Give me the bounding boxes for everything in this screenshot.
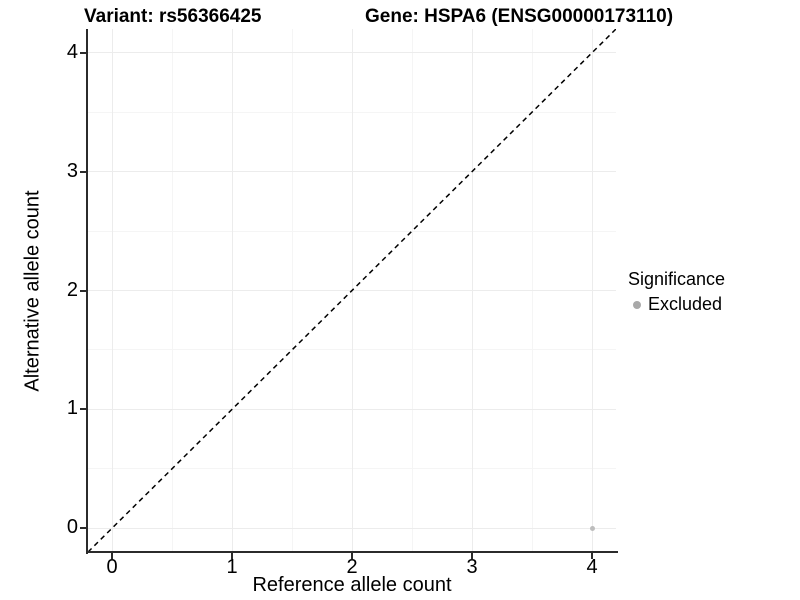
- x-tick-label: 0: [106, 556, 118, 578]
- identity-dashed-line: [88, 29, 616, 552]
- x-axis-line: [86, 551, 618, 553]
- y-tick-mark: [80, 289, 86, 292]
- legend: Significance Excluded: [628, 269, 725, 315]
- y-grid-major: [88, 527, 616, 529]
- legend-title: Significance: [628, 269, 726, 289]
- y-tick-mark: [80, 527, 86, 530]
- plot-panel: [88, 29, 616, 552]
- plot-title-variant: Variant: rs56366425: [84, 6, 262, 27]
- plot-title-gene: Gene: HSPA6 (ENSG00000173110): [365, 6, 674, 27]
- legend-marker-icon: [633, 300, 641, 309]
- legend-item-label: Excluded: [648, 294, 723, 314]
- x-tick-label: 1: [226, 556, 238, 578]
- y-tick-mark: [80, 170, 86, 173]
- y-axis-line: [86, 29, 88, 554]
- x-tick-mark: [471, 553, 473, 559]
- y-tick-label: 2: [66, 278, 78, 301]
- y-axis-title: Alternative allele count: [21, 190, 44, 392]
- x-tick-label: 4: [586, 556, 598, 578]
- y-grid-major: [88, 52, 616, 54]
- y-grid-major: [88, 171, 616, 173]
- x-tick-label: 3: [466, 556, 478, 578]
- y-tick-mark: [80, 408, 86, 411]
- data-point: [589, 525, 595, 531]
- y-tick-label: 1: [66, 397, 78, 420]
- y-tick-mark: [80, 51, 86, 54]
- identity-line-layer: [88, 29, 616, 552]
- x-tick-mark: [351, 553, 353, 559]
- legend-item: Excluded: [628, 294, 725, 315]
- y-tick-label: 4: [66, 40, 78, 63]
- x-tick-mark: [111, 553, 113, 559]
- y-tick-label: 3: [66, 159, 78, 182]
- x-tick-mark: [231, 553, 233, 559]
- x-axis-title: Reference allele count: [252, 574, 452, 596]
- x-tick-label: 2: [346, 556, 358, 578]
- x-tick-mark: [591, 553, 593, 559]
- legend-items: Excluded: [628, 294, 725, 315]
- y-grid-major: [88, 408, 616, 410]
- y-tick-label: 0: [66, 516, 78, 539]
